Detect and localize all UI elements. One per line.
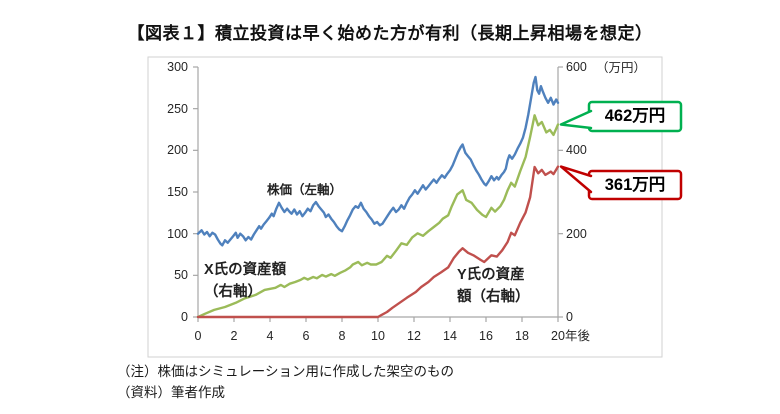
- chart-frame: [147, 56, 663, 358]
- note-source-line-1: （注）株価はシミュレーション用に作成した架空のもの: [117, 364, 454, 380]
- note-source-line-2: （資料）筆者作成: [117, 385, 225, 401]
- series-line-2: [196, 165, 560, 319]
- series-label-stock-price: 株価（左軸）: [267, 183, 343, 197]
- series-line-0: [196, 75, 560, 247]
- series-label-x-person-assets: X氏の資産額 （右軸）: [204, 262, 287, 300]
- page-title: 【図表１】積立投資は早く始めた方が有利（長期上昇相場を想定）: [127, 24, 653, 44]
- series-label-y-person-assets: Y氏の資産 額（右軸）: [457, 267, 530, 305]
- callout-462-label: 462万円: [604, 107, 666, 125]
- callout-tail-1: [559, 165, 593, 194]
- callout-361-label: 361万円: [604, 176, 666, 194]
- callout-tail-0: [559, 109, 593, 130]
- series-line-1: [196, 114, 560, 319]
